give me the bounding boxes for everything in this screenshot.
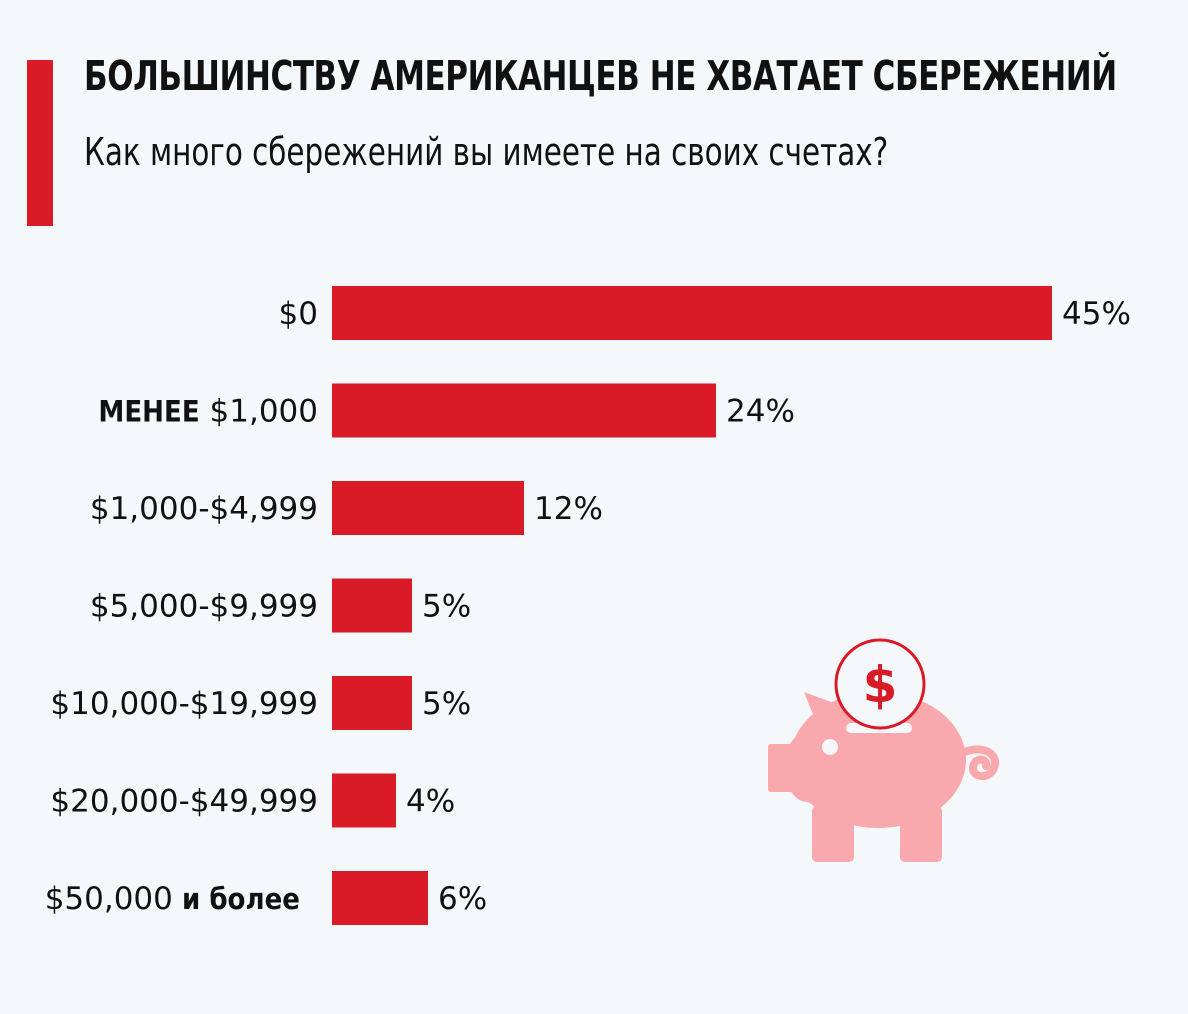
value-label-4: 5% <box>422 686 471 722</box>
bar-3 <box>332 578 412 633</box>
category-label-1: МЕНЕЕ $1,000 <box>98 394 318 430</box>
piggy-bank-icon: $ <box>768 638 999 862</box>
bar-2 <box>332 481 524 535</box>
value-label-3: 5% <box>422 589 471 625</box>
category-label-2: $1,000-$4,999 <box>90 491 318 527</box>
value-label-5: 4% <box>406 784 455 820</box>
category-label-4: $10,000-$19,999 <box>50 686 318 722</box>
bar-5 <box>332 773 396 828</box>
bar-0 <box>332 286 1052 340</box>
chart-subtitle: Как много сбережений вы имеете на своих … <box>84 130 889 174</box>
value-label-1: 24% <box>726 394 795 430</box>
category-label-5: $20,000-$49,999 <box>50 784 318 820</box>
bar-4 <box>332 676 412 730</box>
bar-6 <box>332 871 428 925</box>
category-label-0: $0 <box>279 296 318 332</box>
bars-group: 45% $0 24% МЕНЕЕ $1,000 12% $1,000-$4,999 5% $5… <box>45 286 1131 925</box>
value-label-2: 12% <box>534 491 603 527</box>
title-accent-bar <box>27 60 53 226</box>
value-label-0: 45% <box>1062 296 1131 332</box>
dollar-coin-icon: $ <box>863 656 898 714</box>
value-label-6: 6% <box>438 881 487 917</box>
chart-title: БОЛЬШИНСТВУ АМЕРИКАНЦЕВ НЕ ХВАТАЕТ СБЕРЕ… <box>84 52 1117 100</box>
category-label-6: $50,000 и более <box>45 881 300 917</box>
bar-1 <box>332 383 716 438</box>
category-label-3: $5,000-$9,999 <box>90 589 318 625</box>
